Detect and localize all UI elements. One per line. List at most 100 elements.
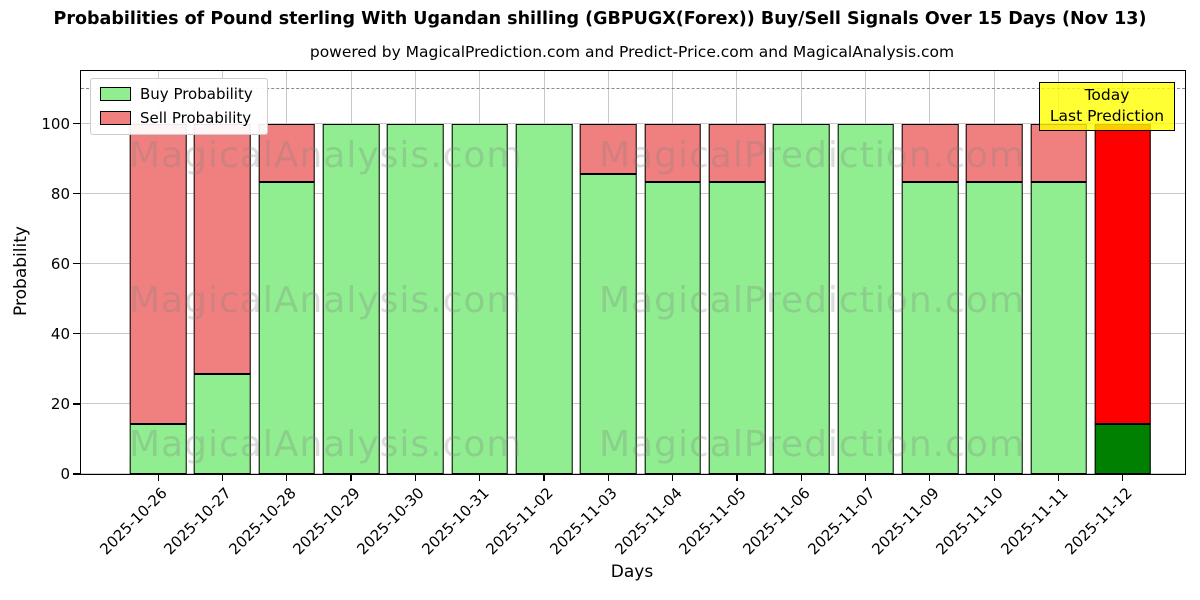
bar-slot: 2025-11-12 — [1061, 71, 1155, 558]
bar-slot: 2025-10-31 — [418, 71, 512, 558]
x-tick-label: 2025-10-29 — [289, 484, 364, 559]
x-tick-label: 2025-10-30 — [353, 484, 429, 559]
bar-slot: 2025-11-10 — [933, 71, 1026, 558]
chart-subtitle: powered by MagicalPrediction.com and Pre… — [309, 43, 955, 61]
y-tick-mark — [73, 403, 81, 405]
x-tick-mark — [929, 474, 931, 481]
y-tick-mark — [73, 122, 81, 125]
y-tick-label: 0 — [60, 465, 70, 483]
x-tick-mark — [479, 474, 481, 481]
y-tick-label: 40 — [50, 324, 70, 343]
x-tick-mark — [736, 474, 738, 481]
legend-swatch-buy-icon — [100, 87, 131, 101]
bar-sell-segment — [1030, 123, 1087, 182]
x-tick-mark — [993, 474, 995, 481]
y-tick-label: 100 — [41, 114, 70, 133]
bar-slot: 2025-11-04 — [611, 71, 705, 558]
today-annotation-line1: Today — [1084, 86, 1130, 104]
x-tick-mark — [607, 474, 609, 481]
watermark-text: MagicalAnalysis.com — [129, 424, 523, 465]
x-tick-label: 2025-11-02 — [482, 484, 557, 559]
x-axis-label: Days — [610, 562, 654, 582]
dashed-threshold-line — [81, 87, 1185, 89]
bar-buy-segment — [322, 123, 380, 474]
bar-sell-segment — [580, 123, 637, 174]
today-annotation-line2: Last Prediction — [1049, 107, 1165, 125]
bar-slot: 2025-10-28 — [225, 71, 319, 558]
x-tick-label: 2025-10-28 — [225, 484, 300, 559]
y-tick-mark — [73, 473, 81, 475]
y-tick-mark — [73, 193, 81, 195]
y-tick-mark — [73, 263, 81, 265]
x-tick-mark — [672, 474, 674, 481]
today-annotation: Today Last Prediction — [1039, 82, 1175, 131]
x-tick-label: 2025-11-05 — [675, 484, 750, 559]
bar-slot: 2025-11-05 — [675, 71, 769, 558]
bar-buy-segment-today — [1094, 423, 1152, 474]
x-tick-label: 2025-10-27 — [160, 484, 236, 559]
bar-sell-segment — [194, 123, 251, 374]
bars-area: 2025-10-26 2025-10-27 2025-10-28 2025-10-29… — [97, 71, 1155, 558]
y-tick-label: 60 — [50, 254, 70, 273]
bar-slot: 2025-11-11 — [997, 71, 1090, 558]
x-tick-label: 2025-10-31 — [418, 484, 493, 559]
x-tick-label: 2025-10-26 — [96, 484, 171, 559]
legend-label-sell: Sell Probability — [140, 109, 252, 127]
bar-buy-segment — [708, 181, 766, 474]
bar-buy-segment — [580, 173, 637, 474]
bar-buy-segment — [258, 181, 316, 474]
watermark-text: MagicalPrediction.com — [599, 135, 1025, 176]
bar-slot: 2025-11-02 — [482, 71, 576, 558]
watermark-text: MagicalPrediction.com — [599, 280, 1025, 321]
watermark-text: MagicalAnalysis.com — [129, 135, 523, 176]
bar-sell-segment — [901, 123, 959, 182]
bar-slot: 2025-11-07 — [804, 71, 897, 558]
bar-sell-segment — [965, 123, 1023, 182]
bar-sell-segment — [258, 123, 316, 182]
bar-slot: 2025-11-06 — [740, 71, 833, 558]
bar-buy-segment — [451, 123, 509, 474]
bar-slot: 2025-10-30 — [354, 71, 447, 558]
bar-buy-segment — [129, 423, 187, 474]
bar-sell-segment-today — [1094, 123, 1152, 424]
x-tick-mark — [157, 474, 159, 481]
x-tick-mark — [864, 474, 867, 481]
y-tick-mark — [73, 333, 81, 335]
bar-buy-segment — [901, 181, 959, 474]
y-tick-label: 80 — [50, 184, 70, 203]
bar-buy-segment — [644, 181, 701, 474]
legend-swatch-sell-icon — [100, 111, 131, 125]
x-tick-label: 2025-11-06 — [739, 484, 815, 559]
x-tick-mark — [414, 474, 416, 481]
bar-buy-segment — [515, 123, 573, 474]
watermark-text: MagicalPrediction.com — [599, 424, 1025, 465]
bar-slot: 2025-11-09 — [868, 71, 962, 558]
x-tick-mark — [286, 474, 288, 481]
watermark-text: MagicalAnalysis.com — [129, 280, 523, 321]
x-tick-label: 2025-11-03 — [546, 484, 622, 559]
bar-buy-segment — [1030, 181, 1087, 474]
bar-sell-segment — [644, 123, 701, 182]
bar-slot: 2025-10-29 — [289, 71, 383, 558]
plot-area: 2025-10-26 2025-10-27 2025-10-28 2025-10-29… — [41, 70, 1186, 558]
bar-buy-segment — [837, 123, 894, 474]
legend-item-buy: Buy Probability — [100, 85, 253, 103]
x-tick-label: 2025-11-07 — [803, 484, 879, 559]
legend-label-buy: Buy Probability — [140, 85, 253, 103]
x-tick-label: 2025-11-09 — [868, 484, 943, 559]
y-axis-label: Probability — [11, 226, 31, 316]
legend: Buy Probability Sell Probability — [90, 78, 268, 135]
bar-buy-segment — [194, 373, 251, 474]
x-tick-mark — [800, 474, 802, 481]
x-tick-mark — [1122, 474, 1124, 481]
bar-buy-segment — [387, 123, 444, 474]
bar-slot: 2025-11-03 — [547, 71, 640, 558]
x-tick-label: 2025-11-10 — [932, 484, 1007, 559]
x-tick-mark — [543, 474, 545, 481]
legend-item-sell: Sell Probability — [100, 109, 253, 127]
h-gridline — [81, 122, 1185, 124]
x-tick-mark — [1057, 474, 1060, 481]
bar-sell-segment — [129, 123, 187, 424]
x-tick-label: 2025-11-04 — [611, 484, 686, 559]
